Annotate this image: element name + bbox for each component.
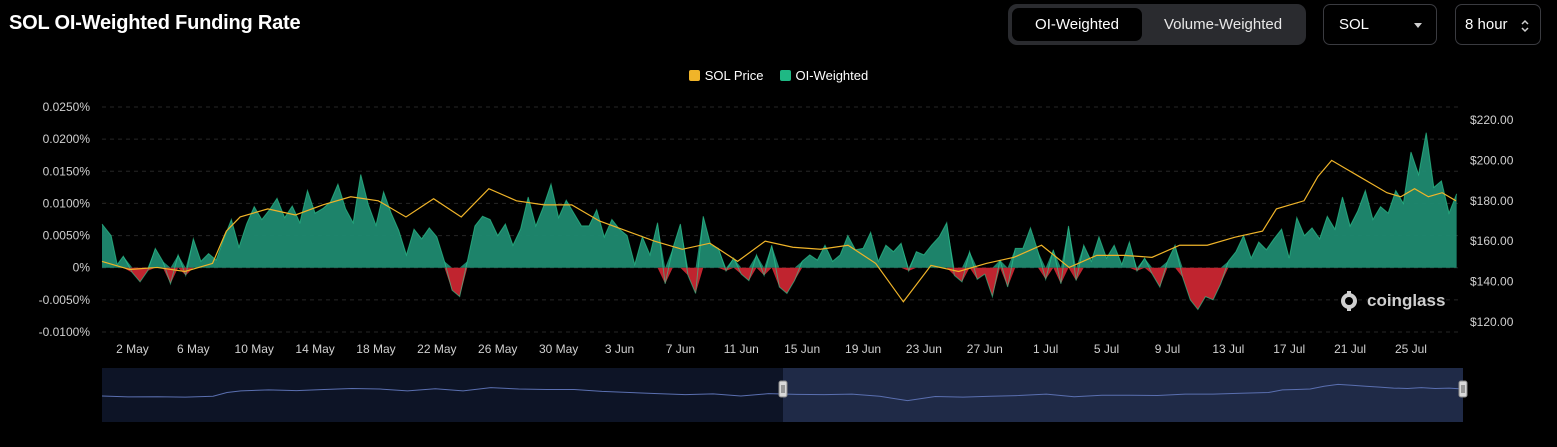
coin-select[interactable]: SOL — [1323, 4, 1437, 45]
y-left-tick-label: 0.0050% — [43, 229, 91, 243]
watermark-text: coinglass — [1367, 291, 1446, 310]
interval-select-value: 8 hour — [1465, 16, 1508, 33]
y-left-tick-label: -0.0050% — [39, 293, 91, 307]
y-left-tick-label: 0% — [73, 261, 91, 275]
funding-positive-area — [102, 132, 1457, 268]
x-tick-label: 1 Jul — [1033, 342, 1058, 356]
x-tick-label: 25 Jul — [1395, 342, 1427, 356]
tab-volume-weighted[interactable]: Volume-Weighted — [1163, 16, 1283, 33]
page-title: SOL OI-Weighted Funding Rate — [9, 12, 301, 34]
x-tick-label: 14 May — [295, 342, 334, 356]
x-tick-label: 19 Jun — [845, 342, 881, 356]
x-tick-label: 18 May — [356, 342, 395, 356]
x-tick-label: 5 Jul — [1094, 342, 1119, 356]
x-tick-label: 22 May — [417, 342, 456, 356]
x-tick-label: 23 Jun — [906, 342, 942, 356]
y-right-tick-label: $140.00 — [1470, 275, 1514, 289]
x-tick-label: 13 Jul — [1212, 342, 1244, 356]
x-tick-label: 9 Jul — [1155, 342, 1180, 356]
chevron-down-icon — [1414, 23, 1422, 28]
y-right-tick-label: $180.00 — [1470, 194, 1514, 208]
y-right-tick-label: $120.00 — [1470, 315, 1514, 329]
y-right-tick-label: $160.00 — [1470, 234, 1514, 248]
legend-swatch-price — [688, 70, 700, 81]
chart-legend: SOL Price OI-Weighted — [0, 68, 1557, 83]
y-left-tick-label: -0.0100% — [39, 325, 91, 339]
x-tick-label: 17 Jul — [1273, 342, 1305, 356]
price-line — [101, 159, 1457, 303]
y-right-tick-label: $200.00 — [1470, 153, 1514, 167]
x-tick-label: 3 Jun — [605, 342, 634, 356]
legend-item-price[interactable]: SOL Price — [688, 68, 764, 83]
x-tick-label: 21 Jul — [1334, 342, 1366, 356]
x-tick-label: 7 Jun — [666, 342, 695, 356]
x-tick-label: 6 May — [177, 342, 210, 356]
x-tick-label: 11 Jun — [724, 342, 759, 356]
funding-negative-area — [102, 267, 1457, 310]
navigator-handle-left[interactable] — [778, 380, 788, 398]
x-tick-label: 26 May — [478, 342, 517, 356]
x-tick-label: 2 May — [116, 342, 149, 356]
y-left-tick-label: 0.0150% — [43, 164, 91, 178]
interval-select[interactable]: 8 hour — [1455, 4, 1541, 45]
coinglass-logo-icon — [1341, 291, 1357, 311]
y-left-tick-label: 0.0100% — [43, 196, 91, 210]
legend-label-funding: OI-Weighted — [795, 68, 869, 83]
coinglass-watermark: coinglass — [1337, 289, 1445, 313]
legend-swatch-funding — [779, 70, 791, 81]
navigator-handle-right[interactable] — [1458, 380, 1468, 398]
weighting-toggle: OI-Weighted Volume-Weighted — [1008, 4, 1306, 45]
x-tick-label: 27 Jun — [967, 342, 1003, 356]
x-tick-label: 30 May — [539, 342, 578, 356]
tab-oi-weighted[interactable]: OI-Weighted — [1012, 8, 1142, 41]
updown-chevron-icon — [1521, 19, 1529, 33]
legend-item-funding[interactable]: OI-Weighted — [779, 68, 869, 83]
legend-label-price: SOL Price — [704, 68, 764, 83]
x-tick-label: 15 Jun — [784, 342, 820, 356]
x-tick-label: 10 May — [235, 342, 274, 356]
y-left-tick-label: 0.0200% — [43, 132, 91, 146]
y-left-tick-label: 0.0250% — [43, 100, 91, 114]
y-right-tick-label: $220.00 — [1470, 113, 1514, 127]
navigator-line — [101, 383, 1464, 402]
funding-line — [101, 132, 1458, 311]
coin-select-value: SOL — [1339, 16, 1370, 33]
